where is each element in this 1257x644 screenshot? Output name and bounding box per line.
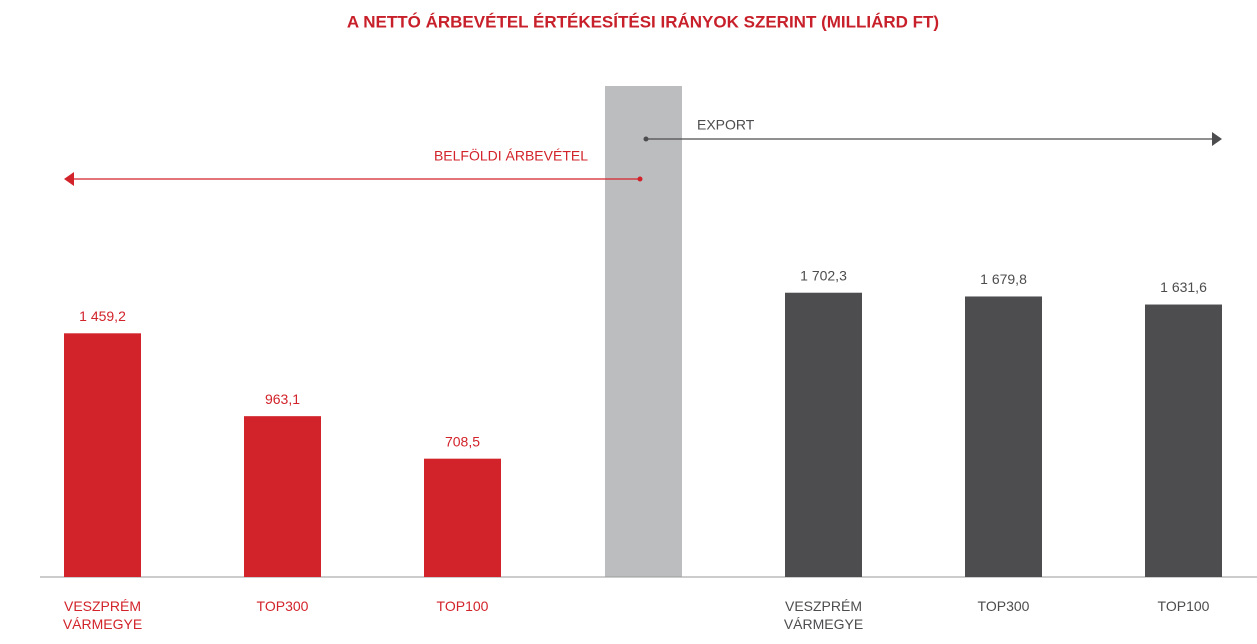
- legend-label: EXPORT: [697, 117, 755, 133]
- arrow-head: [1212, 132, 1222, 146]
- value-label: 1 459,2: [79, 308, 126, 324]
- bar: [965, 296, 1042, 577]
- bar: [1145, 304, 1222, 577]
- value-label: 963,1: [265, 391, 300, 407]
- arrow-head: [64, 172, 74, 186]
- category-label: TOP300: [256, 598, 309, 614]
- value-label: 1 702,3: [800, 267, 847, 283]
- value-label: 1 679,8: [980, 271, 1027, 287]
- category-label: TOP100: [436, 598, 489, 614]
- value-label: 708,5: [445, 433, 480, 449]
- category-label: VESZPRÉM VÁRMEGYE: [62, 598, 143, 632]
- arrow-dot: [637, 176, 643, 182]
- value-label: 1 631,6: [1160, 279, 1207, 295]
- bar: [244, 416, 321, 577]
- category-label: VESZPRÉM VÁRMEGYE: [783, 598, 864, 632]
- legend-label: BELFÖLDI ÁRBEVÉTEL: [434, 147, 588, 164]
- category-label: TOP100: [1157, 598, 1210, 614]
- category-label: TOP300: [977, 598, 1030, 614]
- arrow-dot: [643, 136, 649, 142]
- bar: [785, 292, 862, 577]
- bar: [64, 333, 141, 577]
- divider: [605, 86, 682, 577]
- chart-title: A NETTÓ ÁRBEVÉTEL ÉRTÉKESÍTÉSI IRÁNYOK S…: [347, 12, 939, 31]
- bar: [424, 458, 501, 577]
